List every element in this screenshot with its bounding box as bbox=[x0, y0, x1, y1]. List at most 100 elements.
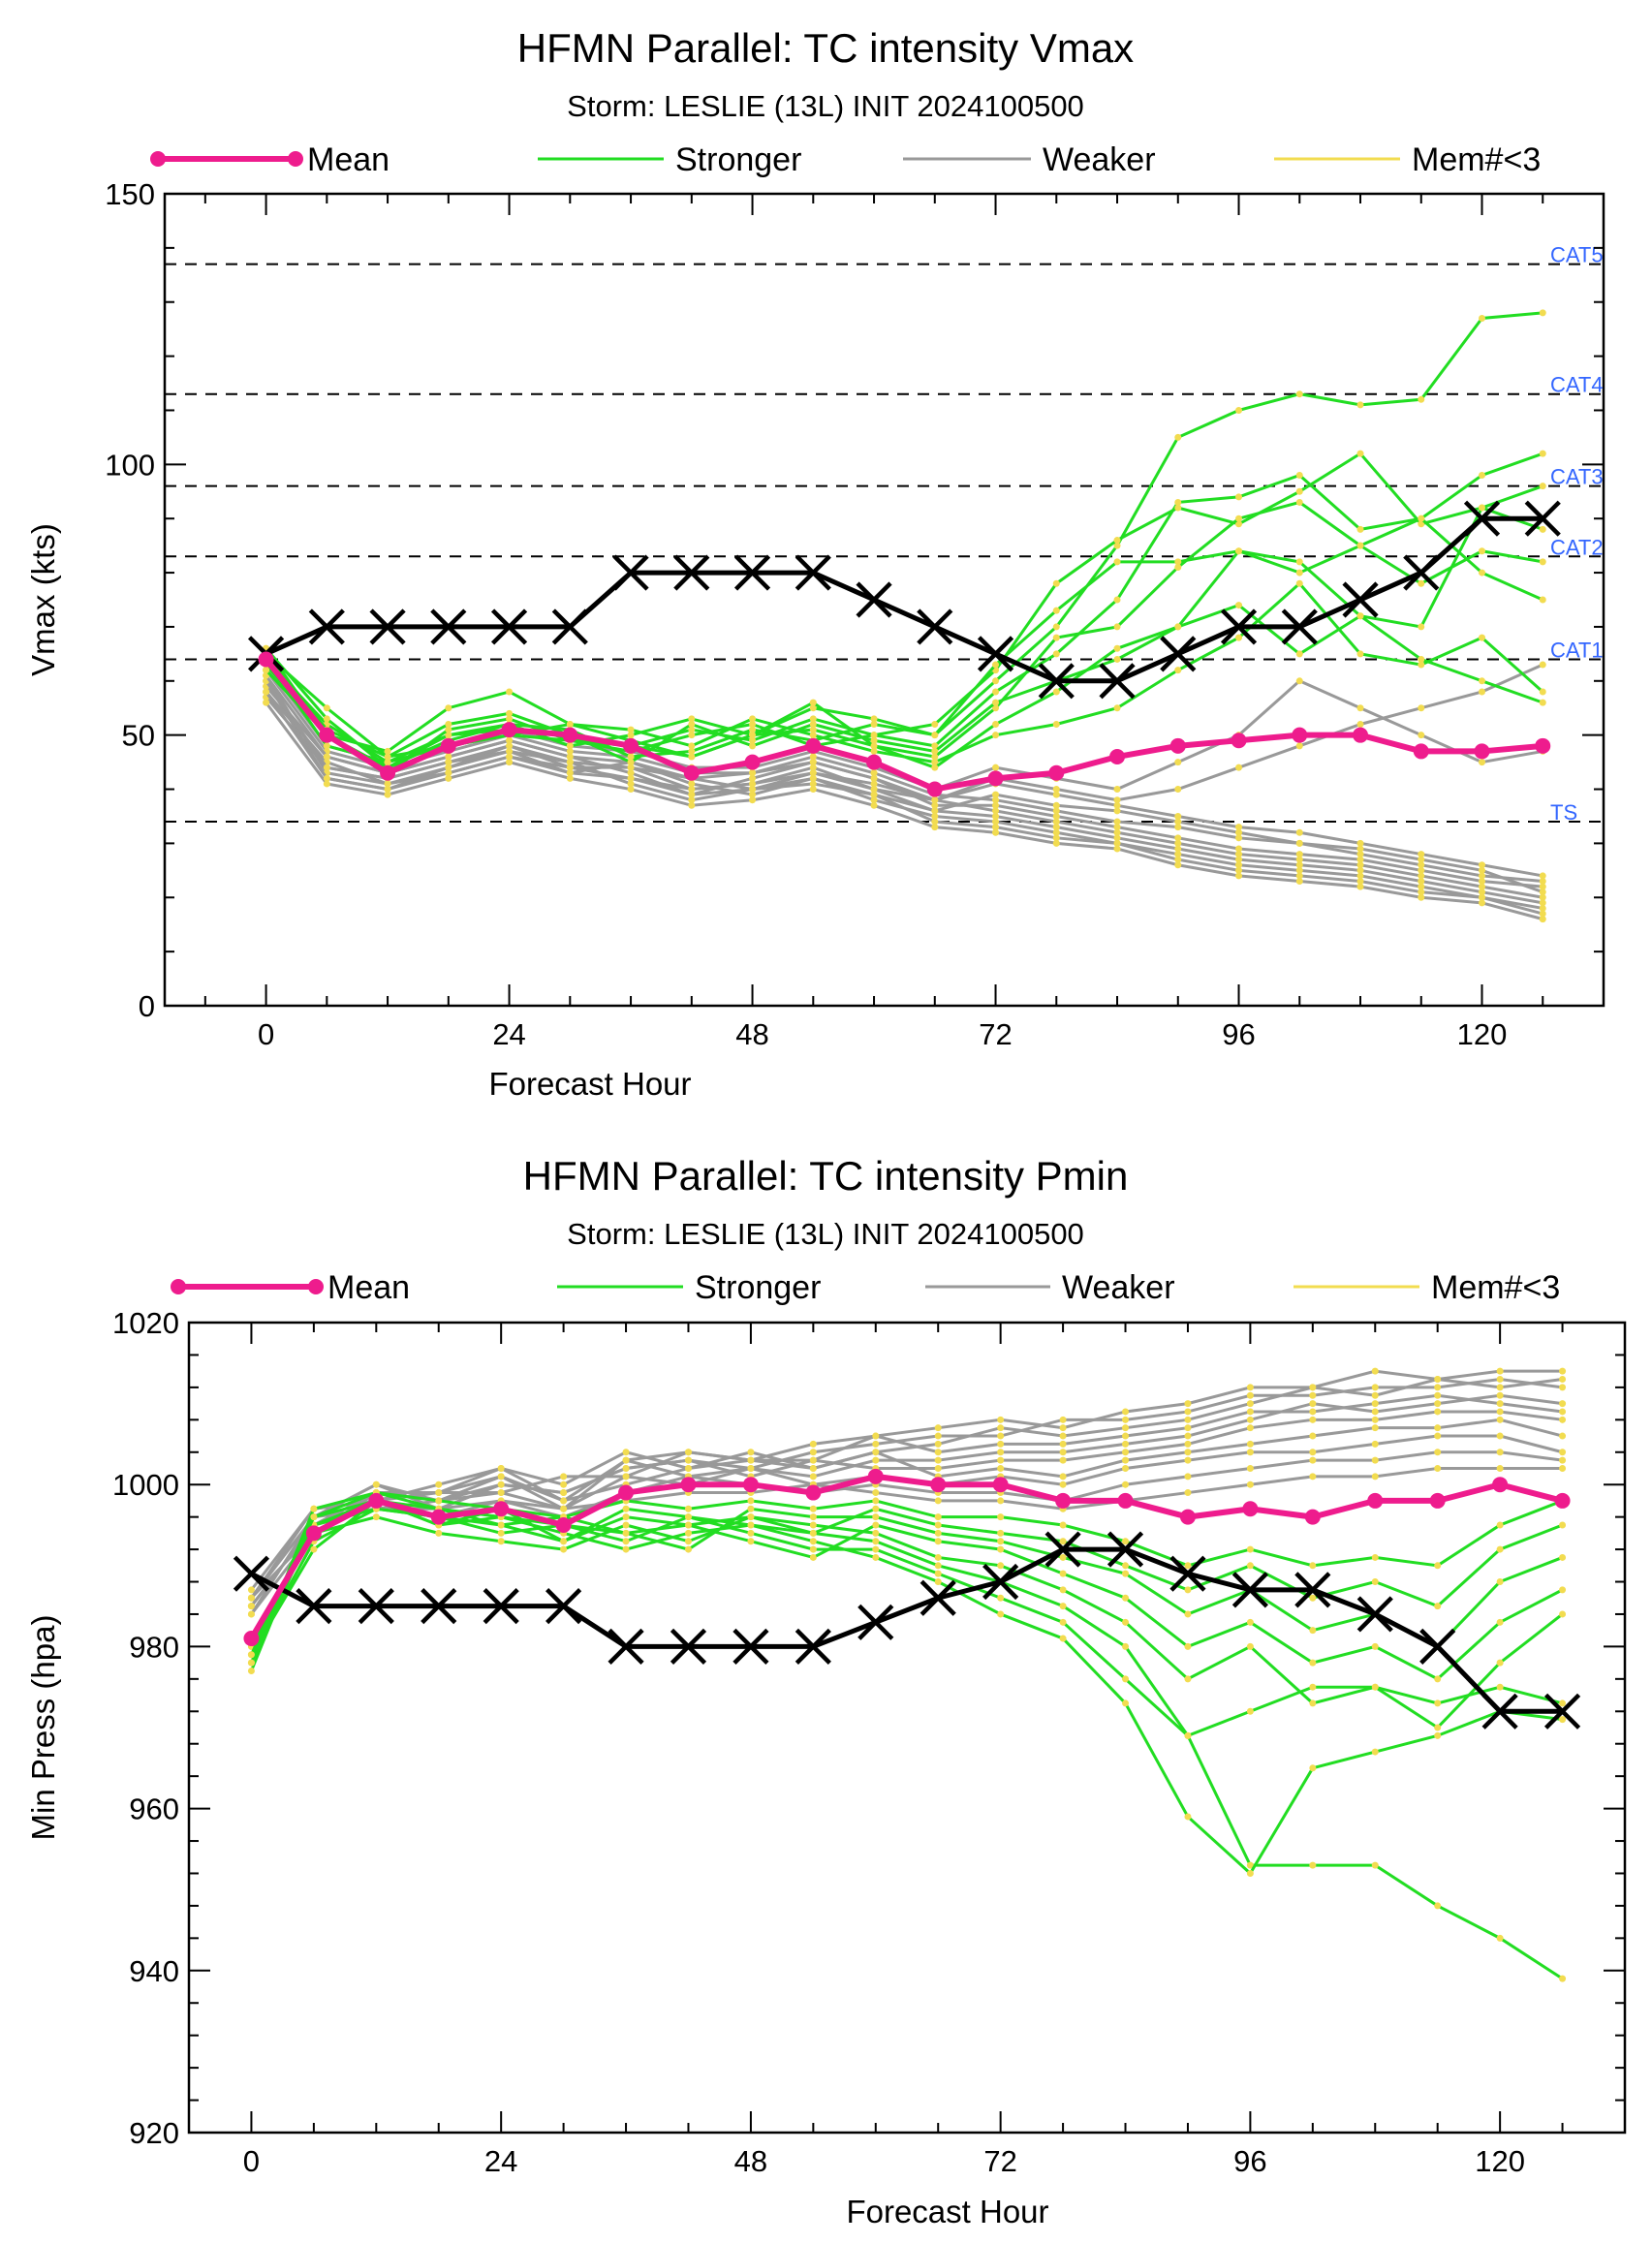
member-point bbox=[1122, 1416, 1130, 1423]
observed-line bbox=[250, 1546, 1563, 1714]
member-point bbox=[1184, 1489, 1192, 1497]
member-point bbox=[1052, 828, 1060, 836]
member-point bbox=[506, 736, 514, 744]
member-point bbox=[931, 796, 939, 804]
member-point bbox=[1479, 759, 1486, 766]
member-point bbox=[627, 769, 635, 777]
member-point bbox=[1371, 1456, 1379, 1464]
member-point bbox=[247, 1586, 255, 1594]
member-line bbox=[265, 679, 1543, 878]
member-point bbox=[1418, 520, 1425, 528]
vmax-panel: HFMN Parallel: TC intensity Vmax Storm: … bbox=[25, 25, 1605, 1102]
member-point bbox=[688, 801, 696, 809]
member-point bbox=[1052, 824, 1060, 831]
member-point bbox=[1052, 786, 1060, 794]
member-point bbox=[809, 1456, 817, 1464]
observed-marker bbox=[308, 608, 345, 645]
member-point bbox=[1418, 579, 1425, 587]
observed-marker bbox=[1524, 500, 1561, 537]
member-point bbox=[934, 1529, 942, 1537]
chart-legend: Mean Stronger Weaker Mem#<3 bbox=[150, 141, 1541, 178]
member-point bbox=[1113, 845, 1121, 853]
member-point bbox=[1479, 883, 1486, 890]
member-point bbox=[1052, 801, 1060, 809]
member-point bbox=[1371, 1578, 1379, 1586]
member-point bbox=[1309, 1562, 1317, 1570]
member-point bbox=[1295, 390, 1303, 398]
member-point bbox=[931, 824, 939, 831]
member-point bbox=[1235, 520, 1243, 528]
member-line bbox=[250, 1515, 1564, 1730]
member-point bbox=[747, 1456, 755, 1464]
member-point bbox=[1052, 579, 1060, 587]
member-point bbox=[1059, 1635, 1067, 1642]
member-point bbox=[1113, 834, 1121, 842]
member-point bbox=[1122, 1570, 1130, 1577]
member-point bbox=[1371, 1391, 1379, 1399]
x-tick-label: 0 bbox=[243, 2144, 260, 2178]
member-point bbox=[247, 1659, 255, 1667]
member-point bbox=[1246, 1464, 1254, 1472]
member-point bbox=[1371, 1553, 1379, 1561]
legend-label-3: Mem#<3 bbox=[1412, 141, 1541, 178]
reference-label: CAT3 bbox=[1550, 465, 1604, 489]
member-point bbox=[1122, 1618, 1130, 1626]
member-point bbox=[688, 732, 696, 739]
x-tick-label: 24 bbox=[484, 2144, 517, 2178]
member-point bbox=[1371, 1440, 1379, 1448]
member-point bbox=[1059, 1521, 1067, 1529]
member-point bbox=[1496, 1578, 1504, 1586]
member-point bbox=[560, 1538, 568, 1545]
member-point bbox=[1434, 1408, 1442, 1416]
member-point bbox=[997, 1529, 1005, 1537]
member-point bbox=[1434, 1384, 1442, 1391]
member-point bbox=[1496, 1384, 1504, 1391]
member-point bbox=[809, 1440, 817, 1448]
member-point bbox=[323, 742, 330, 750]
observed-marker bbox=[483, 1588, 519, 1625]
member-point bbox=[1174, 498, 1182, 506]
member-point bbox=[1052, 650, 1060, 658]
member-point bbox=[1113, 824, 1121, 831]
member-point bbox=[870, 747, 878, 755]
member-point bbox=[934, 1521, 942, 1529]
member-point bbox=[1309, 1416, 1317, 1423]
axes: 0 24 48 72 96 120 920 940 960 980 1000 1020 bbox=[112, 1306, 1626, 2178]
member-point bbox=[1295, 487, 1303, 495]
member-point bbox=[1174, 834, 1182, 842]
observed-marker bbox=[1169, 1555, 1206, 1592]
member-line bbox=[250, 1377, 1563, 1591]
member-point bbox=[497, 1538, 505, 1545]
member-point bbox=[1356, 704, 1364, 712]
legend-marker bbox=[288, 151, 303, 167]
member-point bbox=[1052, 720, 1060, 728]
mean-point bbox=[926, 781, 943, 797]
ensemble-members bbox=[247, 1367, 1567, 1982]
member-point bbox=[1539, 661, 1546, 669]
member-point bbox=[1496, 1659, 1504, 1667]
observed-marker bbox=[1342, 581, 1379, 618]
main-series bbox=[247, 500, 1561, 797]
member-point bbox=[622, 1513, 630, 1521]
member-point bbox=[872, 1497, 880, 1505]
axes: 0 24 48 72 96 120 0 50 100 150 bbox=[105, 177, 1605, 1051]
member-point bbox=[870, 774, 878, 782]
member-point bbox=[1246, 1480, 1254, 1488]
member-point bbox=[1246, 1440, 1254, 1448]
x-tick-label: 0 bbox=[258, 1017, 274, 1051]
member-point bbox=[992, 720, 1000, 728]
member-point bbox=[934, 1432, 942, 1440]
member-line bbox=[250, 1491, 1564, 1656]
member-point bbox=[688, 742, 696, 750]
member-point bbox=[627, 732, 635, 739]
reference-label: CAT2 bbox=[1550, 535, 1604, 559]
member-point bbox=[749, 736, 757, 744]
member-point bbox=[1539, 699, 1546, 706]
observed-marker bbox=[1294, 1572, 1331, 1608]
member-point bbox=[1235, 856, 1243, 863]
legend-label-0: Mean bbox=[307, 141, 390, 178]
member-point bbox=[1434, 1391, 1442, 1399]
observed-marker bbox=[673, 554, 710, 591]
member-point bbox=[566, 742, 574, 750]
member-point bbox=[992, 699, 1000, 706]
